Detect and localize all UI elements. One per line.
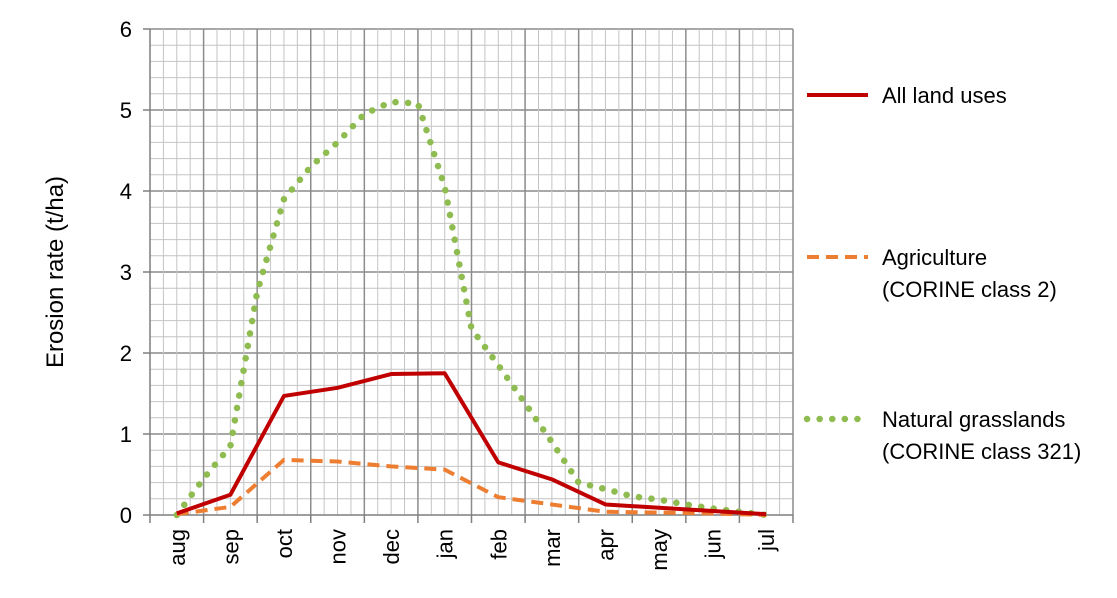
y-tick-label: 0 xyxy=(120,503,132,528)
y-tick-label: 1 xyxy=(120,422,132,447)
x-tick-label: dec xyxy=(379,529,404,564)
chart-grid xyxy=(150,28,794,515)
legend-label-2: Agriculture (CORINE class 2) xyxy=(882,245,1057,302)
x-tick-label: sep xyxy=(218,529,243,564)
x-tick-label: feb xyxy=(486,529,511,560)
y-tick-label: 2 xyxy=(120,341,132,366)
x-tick-label: oct xyxy=(272,529,297,558)
x-tick-label: aug xyxy=(165,529,190,566)
y-tick-label: 3 xyxy=(120,260,132,285)
legend-label-line: All land uses xyxy=(882,83,1007,108)
series-line-1 xyxy=(176,371,767,517)
x-tick-label: may xyxy=(647,529,672,571)
x-tick-label: apr xyxy=(593,529,618,561)
legend-label-line: (CORINE class 2) xyxy=(882,277,1057,302)
legend-label-1: All land uses xyxy=(882,83,1007,108)
x-tick-labels: aug sep oct nov dec jan feb mar apr may jun jul xyxy=(165,529,779,571)
x-tick-label: jan xyxy=(433,529,458,559)
y-tick-label: 4 xyxy=(120,179,132,204)
legend-label-line: Agriculture xyxy=(882,245,987,270)
series-line-2 xyxy=(176,457,767,517)
y-axis-title: Erosion rate (t/ha) xyxy=(42,176,69,368)
x-tick-label: mar xyxy=(540,529,565,567)
y-tick-label: 5 xyxy=(120,98,132,123)
x-tick-label: nov xyxy=(326,529,351,564)
x-tick-label: jul xyxy=(754,529,779,552)
series-line-3 xyxy=(173,98,770,519)
chart-series xyxy=(173,98,770,519)
y-tick-labels: 0 1 2 3 4 5 6 xyxy=(120,17,132,528)
legend-label-line: Natural grasslands xyxy=(882,407,1065,432)
x-tick-label: jun xyxy=(701,529,726,559)
y-tick-label: 6 xyxy=(120,17,132,42)
legend-label-3: Natural grasslands (CORINE class 321) xyxy=(882,407,1081,464)
legend-label-line: (CORINE class 321) xyxy=(882,439,1081,464)
chart-axes xyxy=(143,28,794,523)
chart-legend: All land uses Agriculture (CORINE class 2)… xyxy=(803,83,1081,464)
